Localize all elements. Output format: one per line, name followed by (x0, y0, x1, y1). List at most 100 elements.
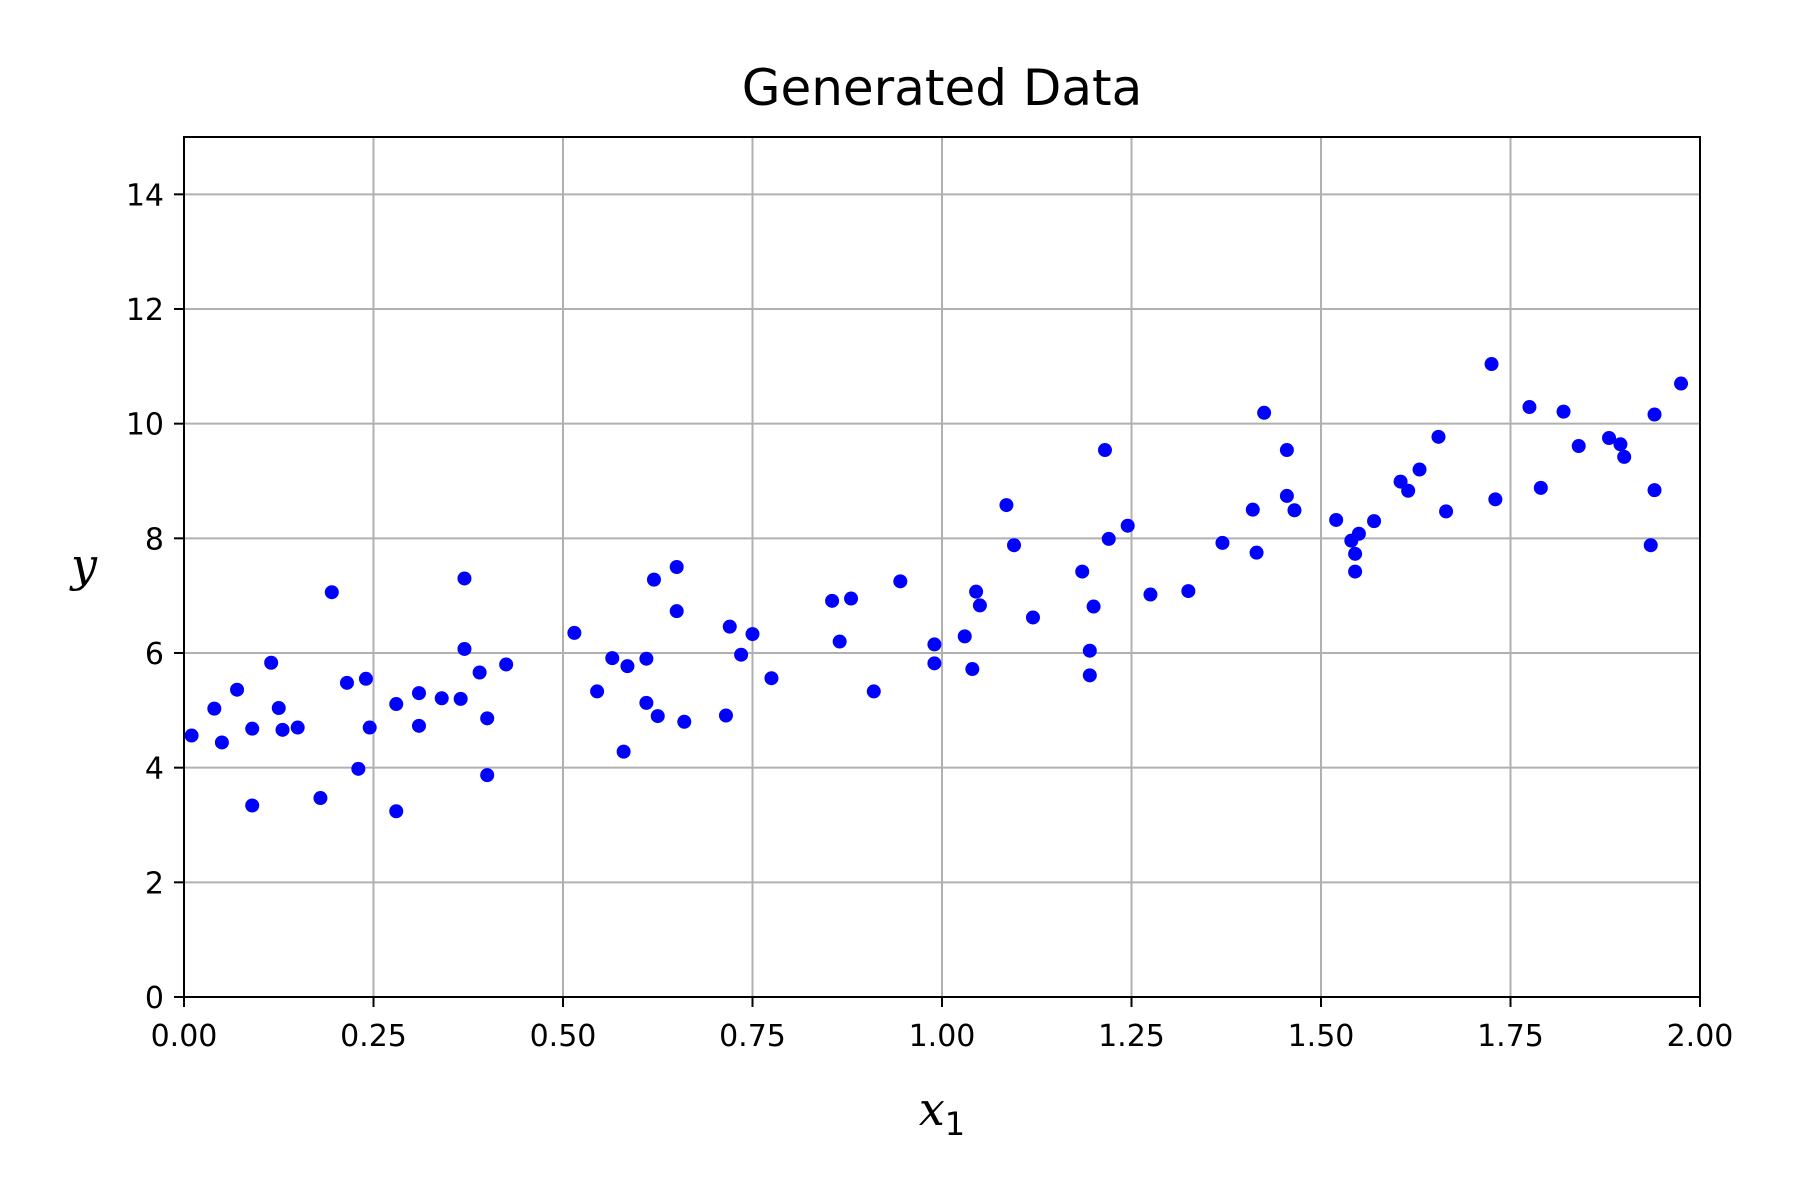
y-tick-label: 14 (126, 178, 164, 213)
data-point (1488, 492, 1503, 507)
data-point (1412, 462, 1427, 477)
data-point (324, 585, 339, 600)
data-point (1613, 437, 1628, 452)
data-point (472, 665, 487, 680)
data-point (351, 761, 366, 776)
x-tick-label: 0.25 (340, 1019, 407, 1054)
data-point (389, 697, 404, 712)
data-point (339, 675, 354, 690)
data-point (499, 657, 514, 672)
x-axis-label-main: x (919, 1082, 945, 1136)
data-point (264, 655, 279, 670)
data-point (832, 634, 847, 649)
data-point (1075, 564, 1090, 579)
data-point (411, 718, 426, 733)
data-point (1086, 599, 1101, 614)
data-point (650, 709, 665, 724)
data-point (1007, 538, 1022, 553)
y-tick-label: 8 (145, 522, 164, 557)
data-point (457, 571, 472, 586)
data-point (1351, 526, 1366, 541)
data-point (718, 708, 733, 723)
data-point (1181, 584, 1196, 599)
data-point (275, 722, 290, 737)
x-axis-label: x1 (919, 1082, 965, 1143)
data-point (1674, 376, 1689, 391)
data-point (722, 619, 737, 634)
data-point (1101, 531, 1116, 546)
data-point (1556, 404, 1571, 419)
data-point (453, 691, 468, 706)
data-point (1647, 483, 1662, 498)
data-point (1647, 407, 1662, 422)
y-tick-label: 0 (145, 981, 164, 1016)
data-point (734, 647, 749, 662)
data-point (1484, 357, 1499, 372)
data-point (1401, 483, 1416, 498)
x-tick-label: 1.25 (1098, 1019, 1165, 1054)
data-point (1097, 443, 1112, 458)
data-point (1287, 503, 1302, 518)
y-tick-label: 10 (126, 408, 164, 443)
data-point (1617, 449, 1632, 464)
data-point (245, 721, 260, 736)
x-tick-label: 0.75 (719, 1019, 786, 1054)
data-point (290, 720, 305, 735)
data-point (1348, 564, 1363, 579)
y-tick-label: 6 (145, 637, 164, 672)
data-point (764, 671, 779, 686)
data-point (480, 711, 495, 726)
data-point (362, 720, 377, 735)
data-point (669, 560, 684, 574)
axis-ticks: 0.00 0.25 0.50 0.75 1.00 1.25 1.50 1.75 2.00 0 2 4 6… (126, 178, 1734, 1054)
data-point (590, 684, 605, 699)
data-point (358, 671, 373, 686)
data-point (1279, 443, 1294, 458)
data-point (1348, 546, 1363, 561)
data-point (271, 701, 286, 716)
data-point (1431, 429, 1446, 444)
data-point (893, 574, 908, 589)
data-point (1279, 488, 1294, 503)
data-point (620, 659, 635, 674)
data-point (677, 714, 692, 729)
y-tick-label: 4 (145, 752, 164, 787)
data-point (639, 695, 654, 710)
data-point (1215, 535, 1230, 550)
data-point (434, 691, 449, 706)
data-point (669, 604, 684, 619)
data-point (1602, 431, 1617, 445)
data-point (957, 629, 972, 644)
data-point (1571, 439, 1586, 454)
data-point (927, 656, 942, 671)
x-tick-label: 2.00 (1667, 1019, 1734, 1054)
data-point (605, 651, 620, 666)
data-point (927, 637, 942, 652)
data-point (313, 791, 328, 806)
data-point (639, 651, 654, 666)
data-point (844, 591, 859, 606)
chart-title: Generated Data (742, 59, 1143, 117)
data-point (646, 572, 661, 587)
data-point (184, 728, 199, 743)
data-point (866, 684, 881, 699)
data-point (1025, 610, 1040, 625)
x-tick-label: 1.00 (909, 1019, 976, 1054)
data-point (1329, 512, 1344, 527)
data-point (411, 686, 426, 701)
data-point (1533, 480, 1548, 495)
data-point (230, 682, 245, 697)
data-point (1082, 668, 1097, 683)
data-point (825, 593, 840, 608)
x-tick-label: 0.50 (530, 1019, 597, 1054)
data-point (457, 641, 472, 656)
data-point (245, 798, 260, 813)
data-point (1643, 538, 1658, 553)
data-point (972, 598, 987, 613)
y-tick-label: 12 (126, 293, 164, 328)
x-axis-label-subscript: 1 (945, 1105, 965, 1143)
grid-lines (183, 137, 1701, 998)
data-point (1249, 545, 1264, 560)
